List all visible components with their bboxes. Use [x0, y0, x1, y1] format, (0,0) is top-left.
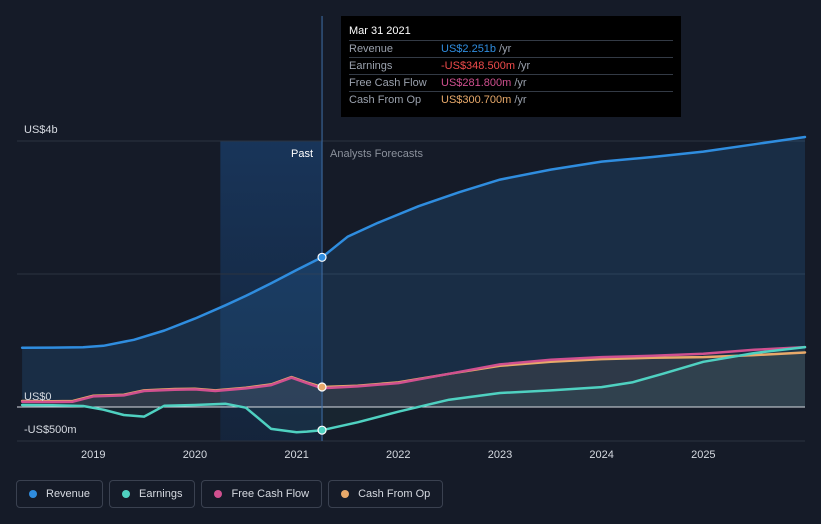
tooltip-row-earnings: Earnings -US$348.500m /yr	[349, 57, 673, 74]
tooltip-label: Cash From Op	[349, 94, 422, 106]
past-highlight-band	[220, 141, 323, 441]
legend-label: Revenue	[46, 488, 91, 500]
tooltip-label: Earnings	[349, 60, 393, 72]
tooltip-label: Free Cash Flow	[349, 77, 427, 89]
legend: Revenue Earnings Free Cash Flow Cash Fro…	[16, 480, 444, 508]
x-tick-label: 2021	[284, 449, 308, 461]
tooltip-row-free-cash-flow: Free Cash Flow US$281.800m /yr	[349, 74, 673, 91]
series-area-cash-from-op	[22, 352, 806, 407]
tooltip-unit: /yr	[499, 43, 512, 55]
series-line-free-cash-flow	[20, 345, 807, 404]
x-tick-label: 2020	[183, 449, 207, 461]
free-cash-flow-dot-icon	[214, 490, 223, 498]
legend-item-revenue[interactable]: Revenue	[16, 480, 104, 508]
legend-label: Earnings	[139, 488, 183, 500]
x-tick-label: 2024	[589, 449, 613, 461]
legend-item-cash-from-op[interactable]: Cash From Op	[328, 480, 444, 508]
tooltip-value: -US$348.500m	[441, 60, 515, 72]
series-area-earnings	[22, 347, 806, 433]
tooltip-value: US$281.800m	[441, 77, 512, 89]
past-label: Past	[291, 148, 313, 160]
marker-cash-from-op	[317, 382, 327, 392]
legend-item-free-cash-flow[interactable]: Free Cash Flow	[201, 480, 323, 508]
tooltip-unit: /yr	[518, 60, 531, 72]
cash-from-op-dot-icon	[341, 490, 350, 498]
forecast-label: Analysts Forecasts	[330, 148, 423, 160]
tooltip-value: US$300.700m	[441, 94, 512, 106]
revenue-dot-icon	[29, 490, 37, 498]
tooltip-value: US$2.251b	[441, 43, 497, 55]
tooltip-date: Mar 31 2021	[349, 25, 411, 37]
marker-revenue	[317, 252, 327, 262]
series-line-earnings	[20, 345, 807, 434]
legend-item-earnings[interactable]: Earnings	[109, 480, 196, 508]
marker-earnings	[317, 425, 327, 435]
tooltip-label: Revenue	[349, 43, 394, 55]
x-tick-label: 2025	[691, 449, 715, 461]
legend-label: Cash From Op	[358, 488, 431, 500]
y-tick-label: US$0	[24, 391, 52, 403]
x-tick-label: 2022	[386, 449, 410, 461]
tooltip-row-revenue: Revenue US$2.251b /yr	[349, 40, 673, 57]
legend-label: Free Cash Flow	[231, 488, 310, 500]
x-tick-label: 2019	[81, 449, 105, 461]
series-area-revenue	[22, 137, 806, 407]
x-tick-label: 2023	[488, 449, 512, 461]
y-tick-label: -US$500m	[24, 424, 77, 436]
tooltip: Mar 31 2021 Revenue US$2.251b /yr Earnin…	[341, 16, 681, 117]
earnings-dot-icon	[122, 490, 131, 498]
tooltip-row-cash-from-op: Cash From Op US$300.700m /yr	[349, 91, 673, 108]
tooltip-unit: /yr	[514, 77, 527, 89]
y-tick-label: US$4b	[24, 124, 58, 136]
tooltip-unit: /yr	[514, 94, 527, 106]
